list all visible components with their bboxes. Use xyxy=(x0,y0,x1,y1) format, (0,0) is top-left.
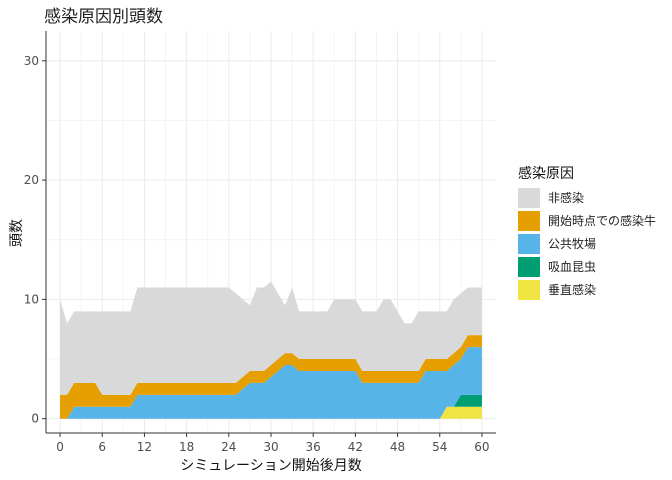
x-tick-label: 36 xyxy=(306,440,321,454)
chart-title: 感染原因別頭数 xyxy=(44,7,163,27)
legend-title: 感染原因 xyxy=(518,165,574,182)
legend-label: 垂直感染 xyxy=(548,282,596,297)
x-tick-label: 30 xyxy=(263,440,278,454)
x-tick-label: 42 xyxy=(348,440,363,454)
stacked-areas xyxy=(60,281,482,419)
legend-swatch xyxy=(518,234,540,254)
x-tick-labels: 0 6 12 18 24 30 36 42 48 54 60 xyxy=(56,440,489,454)
x-tick-label: 60 xyxy=(474,440,489,454)
x-tick-label: 54 xyxy=(432,440,447,454)
x-axis-title: シミュレーション開始後月数 xyxy=(180,458,361,474)
y-tick-label: 0 xyxy=(31,412,39,426)
legend-label: 開始時点での感染牛 xyxy=(548,213,656,228)
y-tick-label: 30 xyxy=(24,54,39,68)
x-tick-label: 0 xyxy=(56,440,64,454)
legend-label: 吸血昆虫 xyxy=(548,260,596,274)
area-series-3 xyxy=(60,335,482,419)
area-series-2 xyxy=(60,347,482,419)
x-tick-label: 18 xyxy=(179,440,194,454)
y-tick-label: 10 xyxy=(24,292,39,306)
y-axis-title: 頭数 xyxy=(9,219,25,247)
x-tick-label: 6 xyxy=(98,440,106,454)
legend-swatch xyxy=(518,188,540,208)
y-tick-label: 20 xyxy=(24,173,39,187)
legend-swatch xyxy=(518,280,540,300)
axes xyxy=(42,31,496,437)
x-tick-label: 12 xyxy=(137,440,152,454)
legend-label: 公共牧場 xyxy=(548,237,596,251)
legend-label: 非感染 xyxy=(548,190,584,205)
x-tick-label: 48 xyxy=(390,440,405,454)
legend-swatch xyxy=(518,211,540,231)
x-tick-label: 24 xyxy=(221,440,236,454)
legend-swatch xyxy=(518,257,540,277)
y-tick-labels: 0 10 20 30 xyxy=(24,54,39,426)
area-series-4 xyxy=(60,281,482,395)
